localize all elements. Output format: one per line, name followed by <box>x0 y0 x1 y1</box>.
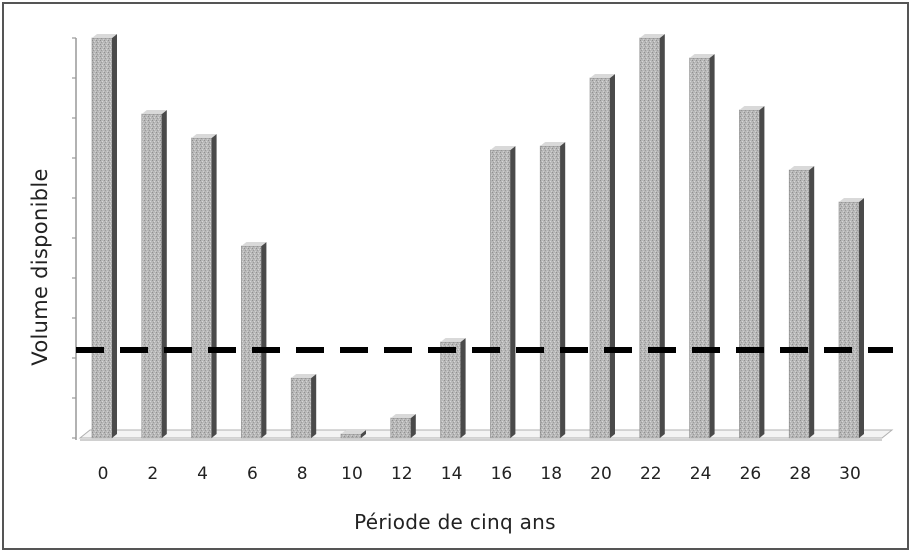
bar-front <box>241 245 262 439</box>
chart-floor <box>78 429 894 439</box>
bar-front <box>539 145 561 439</box>
x-tick-label: 18 <box>540 464 562 484</box>
bar-top <box>739 106 765 110</box>
x-tick-label: 22 <box>640 464 662 484</box>
bar <box>838 198 864 439</box>
bar-side <box>460 338 466 438</box>
x-tick-label: 2 <box>147 464 158 484</box>
bar-side <box>311 374 317 438</box>
bar-top <box>191 134 217 138</box>
x-tick-label: 20 <box>590 464 612 484</box>
x-tick-label: 24 <box>690 464 712 484</box>
bar-front <box>838 201 860 439</box>
bar-top <box>639 34 665 38</box>
bar <box>490 146 516 439</box>
bar-top <box>390 414 416 418</box>
bar-top <box>789 166 815 170</box>
bar-front <box>440 341 461 439</box>
bar-front <box>340 433 362 439</box>
bar-side <box>410 414 416 438</box>
x-tick-label: 16 <box>491 464 513 484</box>
bar-front <box>589 77 611 439</box>
bar <box>340 430 366 439</box>
bar-side <box>709 54 715 438</box>
bar <box>639 34 665 439</box>
bar-side <box>610 74 615 438</box>
bar-front <box>91 37 113 439</box>
x-axis-label: Période de cinq ans <box>354 510 556 534</box>
x-tick-label: 8 <box>297 464 308 484</box>
x-tick-label: 6 <box>247 464 258 484</box>
bar <box>589 74 615 439</box>
bar-top <box>689 54 715 58</box>
x-tick-label: 28 <box>789 464 811 484</box>
bar-front <box>788 169 810 439</box>
bar-front <box>191 137 212 439</box>
bar-side <box>809 166 815 438</box>
bar-side <box>161 110 167 438</box>
bar-top <box>92 34 117 38</box>
bar <box>788 166 815 439</box>
bar-side <box>859 198 864 438</box>
bar <box>141 110 167 439</box>
bar-front <box>739 109 760 439</box>
bar <box>689 54 715 439</box>
bar <box>290 374 317 439</box>
bar-top <box>490 146 516 150</box>
bar-front <box>689 57 710 439</box>
bar-front <box>639 37 661 439</box>
x-tick-label: 30 <box>839 464 861 484</box>
x-tick-label: 14 <box>441 464 463 484</box>
bar-front <box>390 417 412 439</box>
y-axis-label: Volume disponible <box>28 168 52 366</box>
bar-front <box>490 149 511 439</box>
bar-top <box>291 374 317 378</box>
bar-side <box>261 242 267 438</box>
bar-top <box>839 198 864 202</box>
bar <box>241 242 267 439</box>
bar <box>440 338 466 439</box>
bar-side <box>361 430 366 438</box>
x-tick-label: 4 <box>197 464 208 484</box>
bar <box>390 414 416 439</box>
bar-side <box>211 134 217 438</box>
bar-top <box>241 242 267 246</box>
bar-top <box>540 142 566 146</box>
bar-side <box>759 106 765 438</box>
bar-top <box>440 338 466 342</box>
x-tick-label: 12 <box>391 464 413 484</box>
bar <box>91 34 117 439</box>
x-tick-label: 0 <box>98 464 109 484</box>
x-tick-label: 10 <box>341 464 363 484</box>
bar <box>191 134 217 439</box>
bar-top <box>341 430 366 434</box>
bar <box>539 142 566 439</box>
bar-front <box>290 377 312 439</box>
bar-side <box>560 142 566 438</box>
bar-side <box>112 34 117 438</box>
bar <box>739 106 765 439</box>
bar-side <box>659 34 665 438</box>
bar-top <box>590 74 615 78</box>
bar-top <box>141 110 167 114</box>
bar-side <box>510 146 516 438</box>
bar-front <box>141 113 163 439</box>
x-tick-label: 26 <box>740 464 762 484</box>
